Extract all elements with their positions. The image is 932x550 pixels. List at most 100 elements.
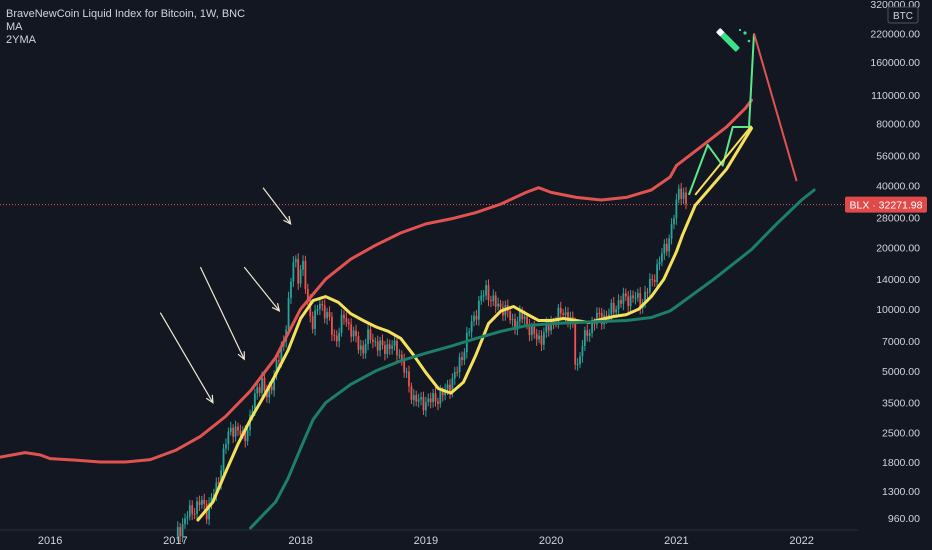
candle-body <box>456 371 459 373</box>
candle-body <box>564 312 567 316</box>
two-year-ma-line <box>249 188 816 530</box>
candle-body <box>251 411 254 415</box>
y-axis: 960.00 1300.00 1800.00 2500.00 3500.00 5000.0… <box>870 0 920 525</box>
candle-body <box>287 297 290 330</box>
candle-body <box>653 279 656 283</box>
candle-body <box>345 318 348 323</box>
y-tick-label-top: 320000.00 <box>870 0 920 11</box>
candle-body <box>545 323 548 333</box>
candle-body <box>591 322 593 334</box>
candle-body <box>624 293 627 297</box>
indicator-2yma[interactable]: 2YMA <box>6 34 36 46</box>
candle-body <box>309 299 312 317</box>
candle-body <box>323 305 326 319</box>
annotation-arrow <box>199 266 245 361</box>
candle-body <box>326 312 329 319</box>
candle-body <box>386 344 389 354</box>
candle-body <box>299 269 302 284</box>
candle-body <box>304 260 307 289</box>
candle-body <box>634 297 637 299</box>
candle-body <box>511 319 514 321</box>
candle-body <box>328 312 331 317</box>
candle-body <box>581 345 584 357</box>
candle-body <box>294 259 297 263</box>
candle-body <box>306 288 309 300</box>
candle-body <box>210 497 213 504</box>
candle-body <box>297 259 300 284</box>
candle-body <box>470 320 473 332</box>
candle-body <box>331 316 333 335</box>
candle-body <box>222 448 225 471</box>
candle-body <box>449 384 451 393</box>
candle-body <box>612 302 615 313</box>
candle-body <box>661 253 663 262</box>
candle-body <box>622 293 625 304</box>
candle-body <box>595 312 598 325</box>
annotation-arrow <box>243 266 281 312</box>
candle-body <box>311 316 314 329</box>
candle-body <box>335 335 338 342</box>
candle-body <box>237 426 239 431</box>
candle-body <box>528 324 531 336</box>
annotation-arrow <box>262 187 292 225</box>
candle-body <box>263 377 266 391</box>
candle-body <box>673 218 675 225</box>
candle-body <box>492 295 495 302</box>
ma-yellow-line <box>196 126 753 522</box>
candle-body <box>256 387 259 394</box>
candle-body <box>352 330 355 337</box>
candle-body <box>176 527 179 537</box>
y-tick-label: 56000.00 <box>876 150 920 162</box>
ma-red-line <box>0 98 753 464</box>
x-tick-label: 2018 <box>288 535 312 547</box>
x-tick-label: 2019 <box>414 535 438 547</box>
candle-body <box>268 386 271 398</box>
candle-body <box>217 482 220 484</box>
candle-body <box>639 293 642 309</box>
candle-body <box>559 307 562 314</box>
unit-badge: BTC <box>887 6 919 24</box>
candle-body <box>350 324 353 337</box>
price-badge-text: BLX · 32271.98 <box>850 200 923 212</box>
candle-body <box>490 300 492 302</box>
candle-body <box>497 303 500 307</box>
candle-body <box>514 319 516 330</box>
x-tick-label: 2022 <box>789 535 813 547</box>
candle-body <box>583 330 586 346</box>
candle-body <box>314 310 316 329</box>
candle-body <box>538 335 540 340</box>
candle-body <box>482 295 485 297</box>
indicator-ma[interactable]: MA <box>6 21 23 33</box>
candle-body <box>388 344 391 349</box>
candle-body <box>562 313 565 316</box>
candle-body <box>432 393 434 403</box>
candle-body <box>434 393 437 402</box>
x-tick-label: 2017 <box>163 535 187 547</box>
candle-body <box>615 309 618 313</box>
candle-body <box>381 340 384 346</box>
candle-body <box>677 188 680 200</box>
candle-body <box>374 341 377 343</box>
candle-body <box>557 307 560 323</box>
unit-badge-text: BTC <box>893 11 913 22</box>
candle-body <box>244 430 247 442</box>
candle-body <box>663 243 666 254</box>
candle-body <box>605 315 608 318</box>
candle-body <box>437 401 439 404</box>
candle-body <box>420 397 422 400</box>
candle-body <box>227 431 230 445</box>
y-tick-label: 2500.00 <box>882 428 920 440</box>
candle-body <box>523 316 526 320</box>
projection-lines <box>687 33 798 196</box>
candle-body <box>461 357 463 360</box>
candle-body <box>398 354 401 356</box>
candle-body <box>393 340 396 346</box>
candle-body <box>644 291 646 303</box>
candle-body <box>680 188 683 199</box>
candle-body <box>316 308 319 311</box>
y-tick-label: 14000.00 <box>876 274 920 286</box>
candle-body <box>494 295 497 307</box>
chart-title: BraveNewCoin Liquid Index for Bitcoin, 1… <box>6 8 246 20</box>
